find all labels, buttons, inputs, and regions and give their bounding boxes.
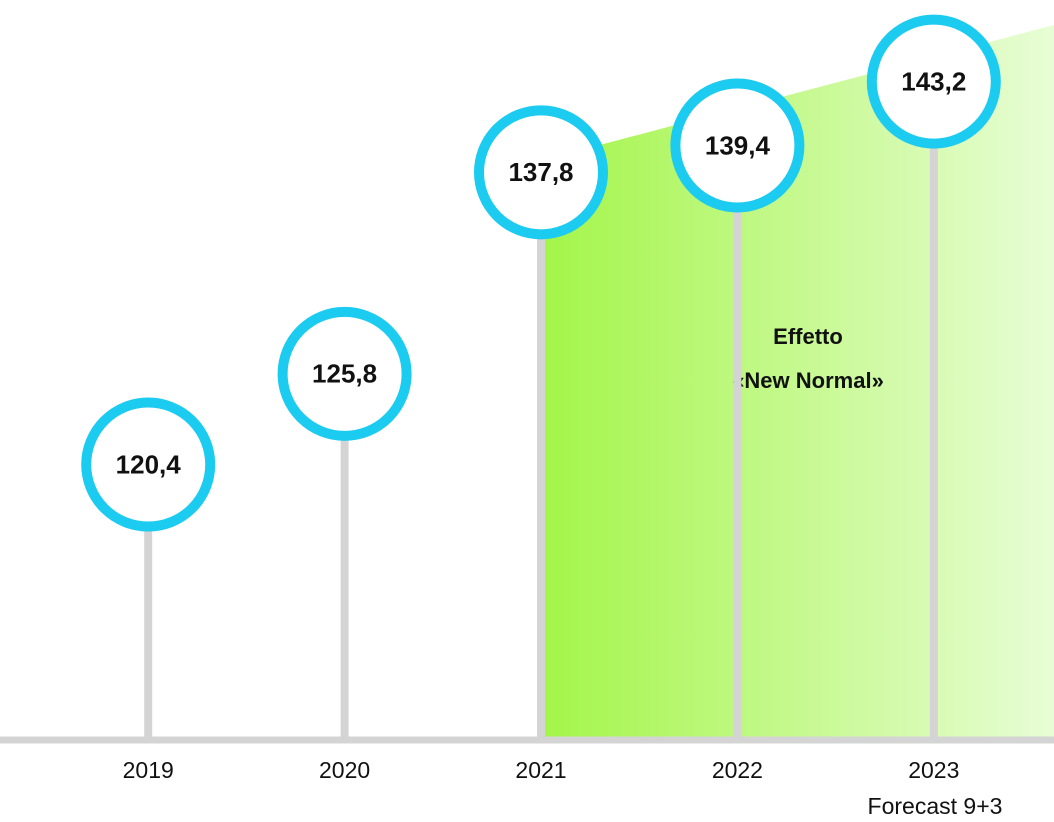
x-tick-label: 2019 [123,757,174,783]
annotation: Effetto [773,324,843,349]
marker [866,14,1001,149]
marker [670,78,805,213]
marker [277,306,412,441]
x-tick-label: 2021 [515,757,566,783]
value-label: 120,4 [116,449,182,479]
new-normal-area [543,25,1054,740]
marker [474,105,608,240]
x-tick-label: 2022 [712,757,763,783]
forecast-note: Forecast 9+3 [868,793,1003,819]
value-label: 143,2 [901,66,966,96]
value-label: 125,8 [312,359,377,389]
value-label: 139,4 [705,130,771,160]
marker [81,397,216,532]
x-tick-label: 2020 [319,757,370,783]
value-label: 137,8 [508,157,573,187]
annotation: «New Normal» [732,368,884,393]
x-tick-label: 2023 [908,757,959,783]
